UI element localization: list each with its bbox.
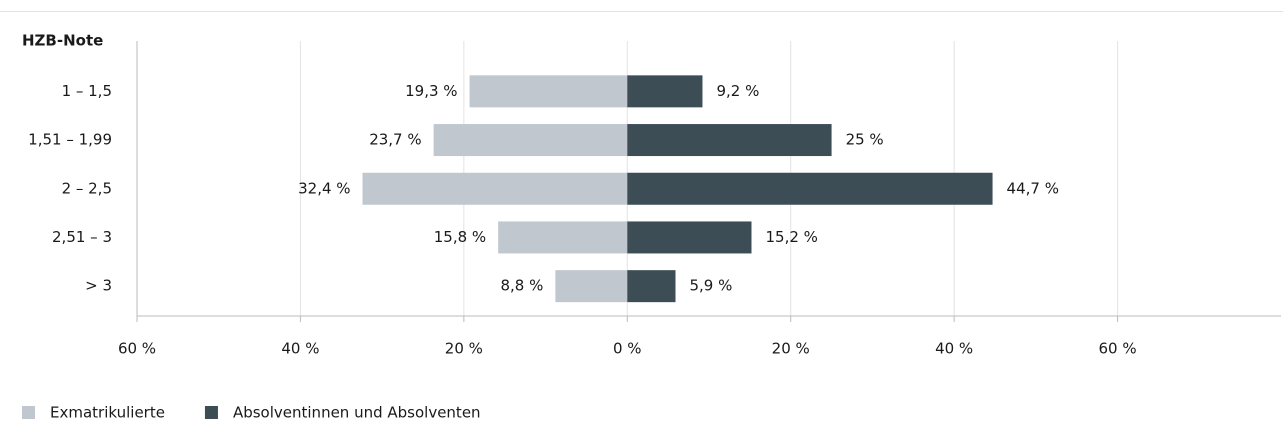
bar — [627, 221, 752, 254]
bar — [627, 75, 703, 108]
y-axis-label: HZB-Note — [22, 32, 103, 50]
bar — [627, 172, 993, 205]
x-tick-label: 60 % — [1099, 340, 1137, 358]
bar — [362, 172, 628, 205]
bar — [555, 270, 628, 303]
x-tick-label: 40 % — [281, 340, 319, 358]
x-tick-label: 0 % — [613, 340, 642, 358]
legend-swatch — [22, 406, 35, 419]
legend-swatch — [204, 406, 218, 419]
data-label: 15,8 % — [434, 228, 486, 246]
x-tick-label: 20 % — [445, 340, 483, 358]
y-tick-label: > 3 — [85, 277, 112, 295]
data-label: 32,4 % — [298, 179, 350, 197]
bar — [433, 124, 628, 157]
y-tick-label: 2,51 – 3 — [52, 228, 112, 246]
legend-label: Exmatrikulierte — [50, 404, 165, 422]
legend-label: Absolventinnen und Absolventen — [233, 404, 481, 422]
bar — [469, 75, 628, 108]
data-label: 9,2 % — [716, 82, 759, 100]
data-label: 44,7 % — [1007, 179, 1059, 197]
data-label: 23,7 % — [369, 131, 421, 149]
bar — [498, 221, 628, 254]
x-tick-label: 40 % — [935, 340, 973, 358]
y-tick-label: 2 – 2,5 — [62, 179, 112, 197]
data-label: 15,2 % — [765, 228, 817, 246]
bar — [627, 124, 832, 157]
bar — [627, 270, 676, 303]
y-tick-label: 1 – 1,5 — [62, 82, 112, 100]
x-tick-label: 60 % — [118, 340, 156, 358]
data-label: 5,9 % — [689, 277, 732, 295]
x-tick-label: 20 % — [772, 340, 810, 358]
y-tick-label: 1,51 – 1,99 — [28, 131, 112, 149]
data-label: 25 % — [846, 131, 884, 149]
data-label: 8,8 % — [500, 277, 543, 295]
data-label: 19,3 % — [405, 82, 457, 100]
